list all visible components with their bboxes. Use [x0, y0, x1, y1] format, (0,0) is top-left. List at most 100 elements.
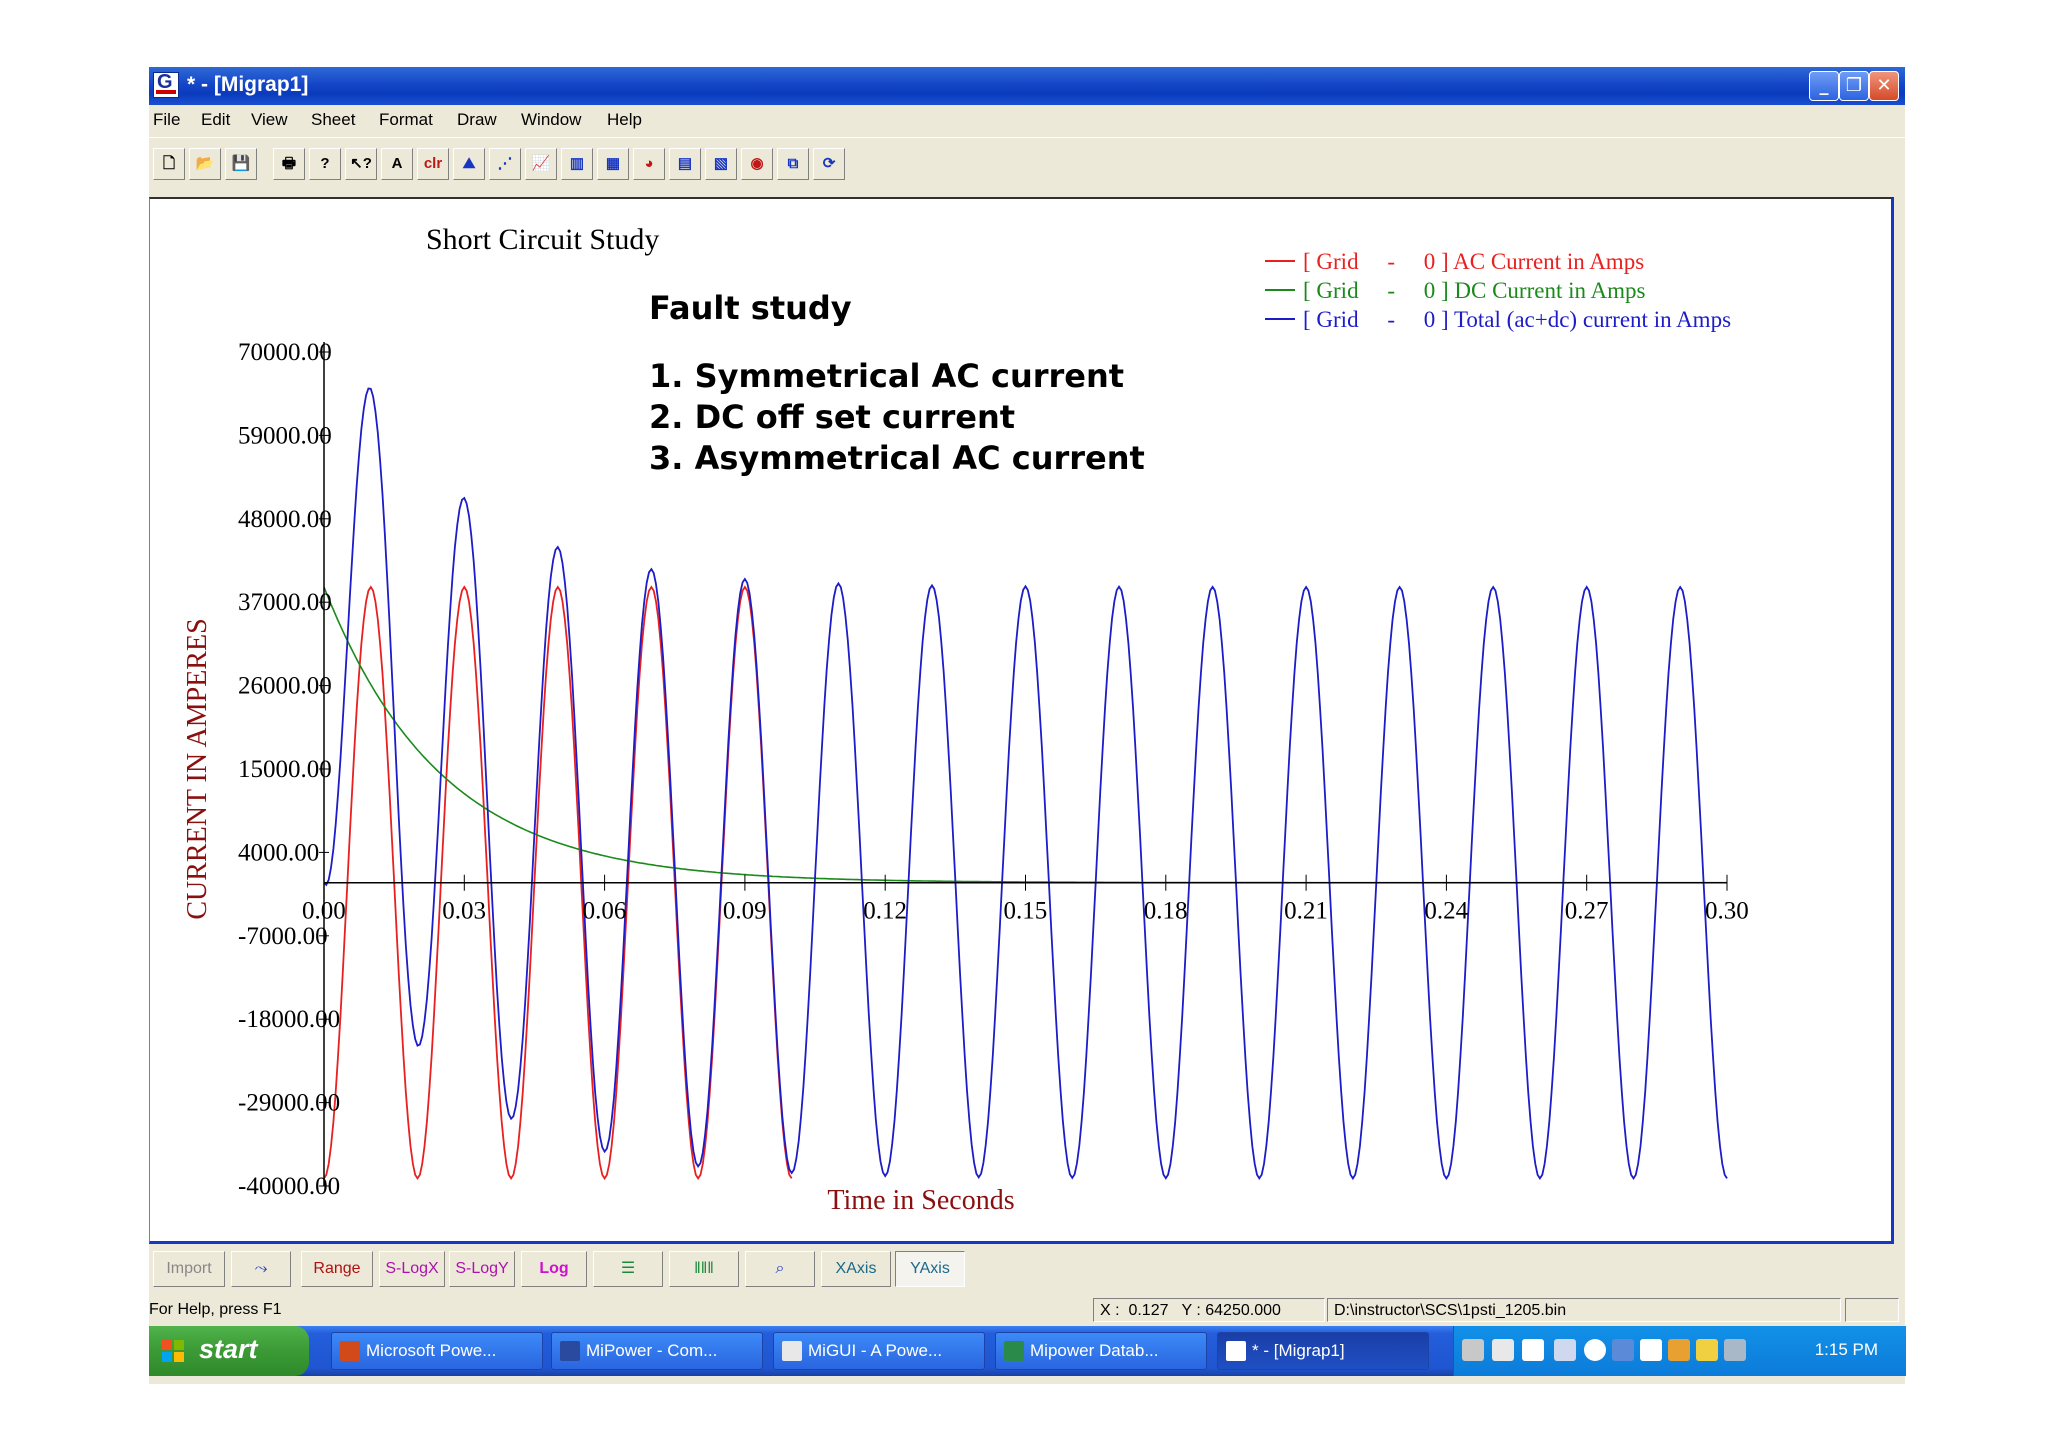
x-tick-label: 0.30: [1705, 898, 1749, 925]
chart-area: 70000.00 59000.00 48000.00 37000.00 26000.00…: [149, 197, 1894, 1244]
legend-entry: [ Grid - 0 ] DC Current in Amps: [1303, 278, 1645, 303]
chart-title: Short Circuit Study: [426, 223, 659, 256]
area-chart-icon[interactable]: ⛰: [453, 148, 485, 180]
y-tick-label: 48000.00: [238, 506, 332, 533]
file-path: D:\instructor\SCS\1psti_1205.bin: [1327, 1298, 1841, 1322]
line-chart-icon[interactable]: 📈: [525, 148, 557, 180]
pen-icon[interactable]: [1492, 1339, 1514, 1361]
pie-chart-icon[interactable]: ◕: [633, 148, 665, 180]
close-button[interactable]: ✕: [1869, 71, 1899, 101]
task-migui[interactable]: MiGUI - A Powe...: [773, 1332, 985, 1370]
network-icon[interactable]: [1612, 1339, 1634, 1361]
task-migrap[interactable]: * - [Migrap1]: [1217, 1332, 1429, 1370]
safely-remove-icon[interactable]: [1554, 1339, 1576, 1361]
x-tick-label: 0.03: [442, 898, 486, 925]
tools-icon[interactable]: [1462, 1339, 1484, 1361]
menu-view[interactable]: View: [251, 110, 288, 129]
task-mipower[interactable]: MiPower - Com...: [551, 1332, 763, 1370]
text-tool-icon[interactable]: A: [381, 148, 413, 180]
semilog-y-button[interactable]: S-LogY: [449, 1251, 515, 1287]
y-tick-label: 4000.00: [238, 839, 319, 866]
save-icon[interactable]: 💾: [225, 148, 257, 180]
range-button[interactable]: Range: [301, 1251, 373, 1287]
x-tick-label: 0.12: [863, 898, 907, 925]
expand-tray-icon[interactable]: [1584, 1339, 1606, 1361]
y-tick-label: -18000.00: [238, 1006, 340, 1033]
folder-tray-icon[interactable]: [1696, 1339, 1718, 1361]
start-button[interactable]: start: [149, 1326, 309, 1376]
context-help-icon[interactable]: ↖?: [345, 148, 377, 180]
horizontal-grid-icon[interactable]: ☰: [593, 1251, 663, 1287]
x-tick-label: 0.27: [1565, 898, 1609, 925]
y-tick-label: -29000.00: [238, 1090, 340, 1117]
bar-chart-icon[interactable]: ▥: [561, 148, 593, 180]
open-folder-icon[interactable]: 📂: [189, 148, 221, 180]
menu-draw[interactable]: Draw: [457, 110, 497, 129]
menu-file[interactable]: File: [153, 110, 181, 129]
status-indicator: [1845, 1298, 1899, 1322]
grouped-bar-icon[interactable]: ▧: [705, 148, 737, 180]
menu-help[interactable]: Help: [607, 110, 642, 129]
menu-edit[interactable]: Edit: [201, 110, 231, 129]
windows-logo-icon: [162, 1340, 184, 1362]
annotation-item: 2. DC off set current: [649, 398, 1015, 436]
y-tick-label: 37000.00: [238, 589, 332, 616]
help-hint: For Help, press F1: [149, 1301, 282, 1318]
menu-window[interactable]: Window: [521, 110, 582, 129]
title-bar[interactable]: G * - [Migrap1] _ ❐ ✕: [149, 67, 1905, 105]
menu-format[interactable]: Format: [379, 110, 433, 129]
x-tick-label: 0.15: [1004, 898, 1048, 925]
x-axis-title: Time in Seconds: [827, 1185, 1014, 1216]
new-file-icon[interactable]: 🗋: [153, 148, 185, 180]
zoom-icon[interactable]: ⌕: [745, 1251, 815, 1287]
status-bar: For Help, press F1 X : 0.127 Y : 64250.0…: [149, 1296, 1905, 1324]
display-icon[interactable]: [1724, 1339, 1746, 1361]
stacked-bar-icon[interactable]: ▤: [669, 148, 701, 180]
bottom-toolbar: Import ⤳ Range S-LogX S-LogY Log ☰ ‖‖‖ ⌕…: [149, 1247, 1905, 1293]
task-mipower-database[interactable]: Mipower Datab...: [995, 1332, 1207, 1370]
migui-icon: [782, 1341, 802, 1361]
y-tick-label: 26000.00: [238, 673, 332, 700]
xaxis-button[interactable]: XAxis: [821, 1251, 891, 1287]
task-powerpoint[interactable]: Microsoft Powe...: [331, 1332, 543, 1370]
scatter-chart-icon[interactable]: ⋰: [489, 148, 521, 180]
excel-tray-icon[interactable]: [1640, 1339, 1662, 1361]
semilog-x-button[interactable]: S-LogX: [379, 1251, 445, 1287]
import-button[interactable]: Import: [153, 1251, 225, 1287]
help-icon[interactable]: ?: [309, 148, 341, 180]
y-tick-label: 59000.00: [238, 422, 332, 449]
help-tray-icon[interactable]: [1522, 1339, 1544, 1361]
legend-entry: [ Grid - 0 ] AC Current in Amps: [1303, 249, 1644, 274]
x-tick-label: 0.18: [1144, 898, 1188, 925]
database-icon: [1004, 1341, 1024, 1361]
y-tick-label: -40000.00: [238, 1173, 340, 1200]
donut-chart-icon[interactable]: ◉: [741, 148, 773, 180]
security-icon[interactable]: [1668, 1339, 1690, 1361]
x-tick-label: 0.06: [583, 898, 627, 925]
log-button[interactable]: Log: [521, 1251, 587, 1287]
y-tick-label: -7000.00: [238, 923, 328, 950]
menu-bar: File Edit View Sheet Format Draw Window …: [149, 105, 1905, 135]
y-axis-title: CURRENT IN AMPERES: [182, 618, 213, 919]
minimize-button[interactable]: _: [1809, 71, 1839, 101]
system-tray: 1:15 PM: [1453, 1326, 1906, 1376]
vertical-grid-icon[interactable]: ‖‖‖: [669, 1251, 739, 1287]
cursor-coordinates: X : 0.127 Y : 64250.000: [1093, 1298, 1325, 1322]
series-line-total: [323, 387, 1728, 1181]
migrap-icon: [1226, 1341, 1246, 1361]
x-tick-label: 0.09: [723, 898, 767, 925]
y-tick-label: 70000.00: [238, 339, 332, 366]
combo-chart-icon[interactable]: ⧉: [777, 148, 809, 180]
annotation-heading: Fault study: [649, 289, 852, 327]
print-icon[interactable]: 🖶: [273, 148, 305, 180]
menu-sheet[interactable]: Sheet: [311, 110, 356, 129]
app-icon[interactable]: G: [153, 71, 179, 98]
application-window: G * - [Migrap1] _ ❐ ✕ File Edit View She…: [149, 67, 1906, 1384]
restore-button[interactable]: ❐: [1839, 71, 1869, 101]
yaxis-button[interactable]: YAxis: [895, 1251, 965, 1287]
refresh-chart-icon[interactable]: ⟳: [813, 148, 845, 180]
bar-chart-multi-icon[interactable]: ▦: [597, 148, 629, 180]
clear-icon[interactable]: clr: [417, 148, 449, 180]
annotation-item: 1. Symmetrical AC current: [649, 357, 1124, 395]
curve-toggle-icon[interactable]: ⤳: [231, 1251, 291, 1287]
